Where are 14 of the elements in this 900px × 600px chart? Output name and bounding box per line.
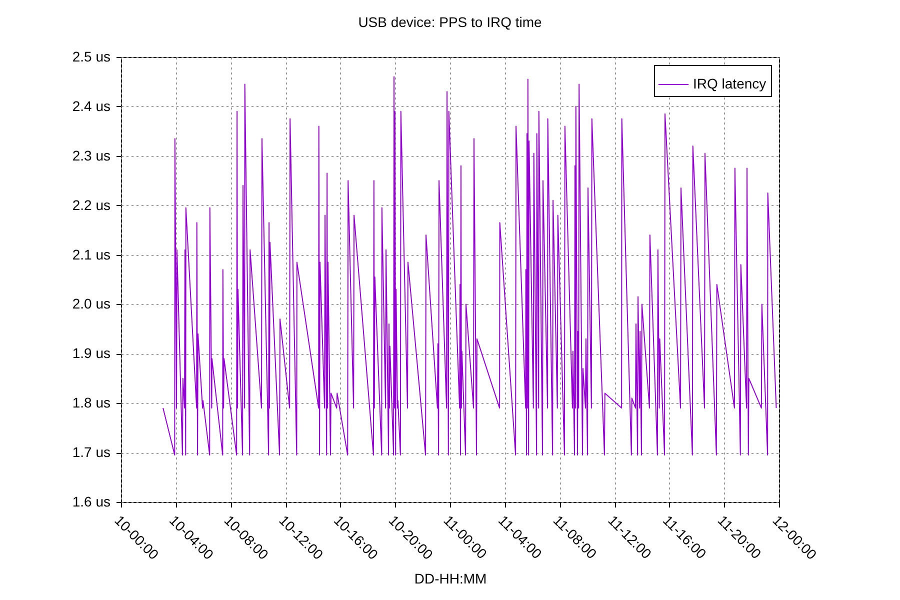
y-tick-label: 2.0 us [72, 296, 110, 312]
y-tick-label: 2.5 us [72, 48, 110, 64]
line-series [162, 76, 777, 456]
y-tick-label: 2.4 us [72, 98, 110, 114]
legend-label: IRQ latency [693, 76, 766, 92]
y-tick-label: 1.6 us [72, 494, 110, 510]
chart-title: USB device: PPS to IRQ time [358, 14, 542, 30]
y-tick-label: 2.2 us [72, 196, 110, 213]
y-tick-label: 2.1 us [72, 246, 110, 262]
y-tick-label: 1.8 us [72, 394, 110, 411]
y-tick-label: 1.7 us [72, 444, 110, 460]
y-tick-label: 1.9 us [72, 345, 110, 362]
x-axis-title: DD-HH:MM [414, 570, 487, 586]
y-tick-label: 2.3 us [72, 147, 110, 164]
